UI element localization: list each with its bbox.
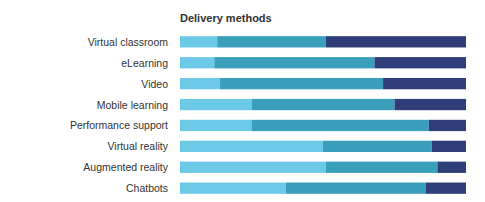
bar-segment — [252, 120, 429, 131]
bar-segment — [180, 36, 217, 47]
bar-segment — [180, 162, 326, 173]
bar-segment — [383, 78, 466, 89]
category-label: Performance support — [70, 119, 168, 131]
bar-segment — [395, 99, 467, 110]
category-label: Augmented reality — [83, 161, 168, 173]
bar-segment — [323, 141, 432, 152]
bar-segment — [180, 57, 214, 68]
bar-segment — [286, 183, 426, 194]
category-label: Mobile learning — [97, 99, 168, 111]
bar-segment — [180, 99, 252, 110]
bar-segment — [432, 141, 466, 152]
category-labels: Virtual classroom eLearning Video Mobile le… — [70, 36, 169, 194]
bar-segment — [214, 57, 374, 68]
bar-segment — [180, 78, 220, 89]
bars — [180, 36, 466, 194]
bar-segment — [252, 99, 395, 110]
bar-segment — [220, 78, 383, 89]
bar-segment — [429, 120, 466, 131]
bar-segment — [180, 183, 286, 194]
bar-segment — [326, 36, 466, 47]
bar-segment — [437, 162, 466, 173]
bar-segment — [326, 162, 438, 173]
category-label: Virtual reality — [108, 140, 169, 152]
category-label: eLearning — [121, 57, 168, 69]
bar-segment — [426, 183, 466, 194]
chart: Delivery methods Virtual classroom eLearni… — [0, 0, 485, 202]
category-label: Chatbots — [126, 182, 168, 194]
bar-segment — [180, 141, 323, 152]
category-label: Video — [141, 78, 168, 90]
bar-segment — [180, 120, 252, 131]
bar-segment — [217, 36, 326, 47]
chart-title: Delivery methods — [180, 12, 272, 24]
category-label: Virtual classroom — [88, 36, 169, 48]
bar-segment — [374, 57, 466, 68]
